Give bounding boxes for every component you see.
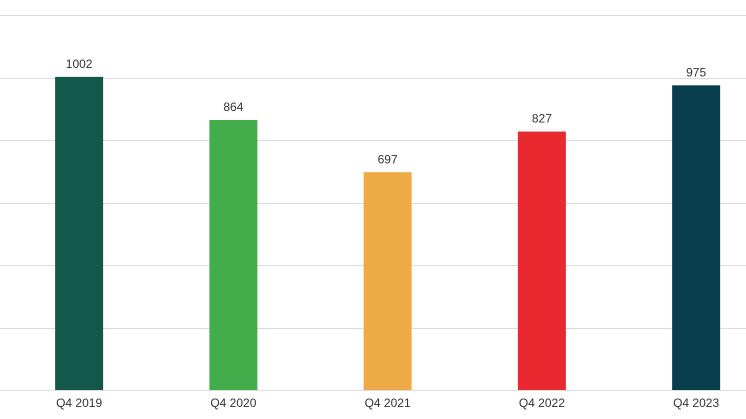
bar [517,131,566,390]
data-label: 1002 [66,57,93,71]
bar [209,120,258,390]
x-tick-label: Q4 2020 [210,396,256,410]
data-label: 975 [686,65,706,79]
x-tick-label: Q4 2022 [519,396,565,410]
bar [55,76,104,390]
data-label: 827 [532,112,552,126]
x-tick-label: Q4 2019 [56,396,102,410]
x-tick-label: Q4 2021 [365,396,411,410]
data-label: 697 [378,152,398,166]
bar [363,172,412,390]
data-label: 864 [223,100,243,114]
bar [672,85,721,390]
x-tick-label: Q4 2023 [673,396,719,410]
